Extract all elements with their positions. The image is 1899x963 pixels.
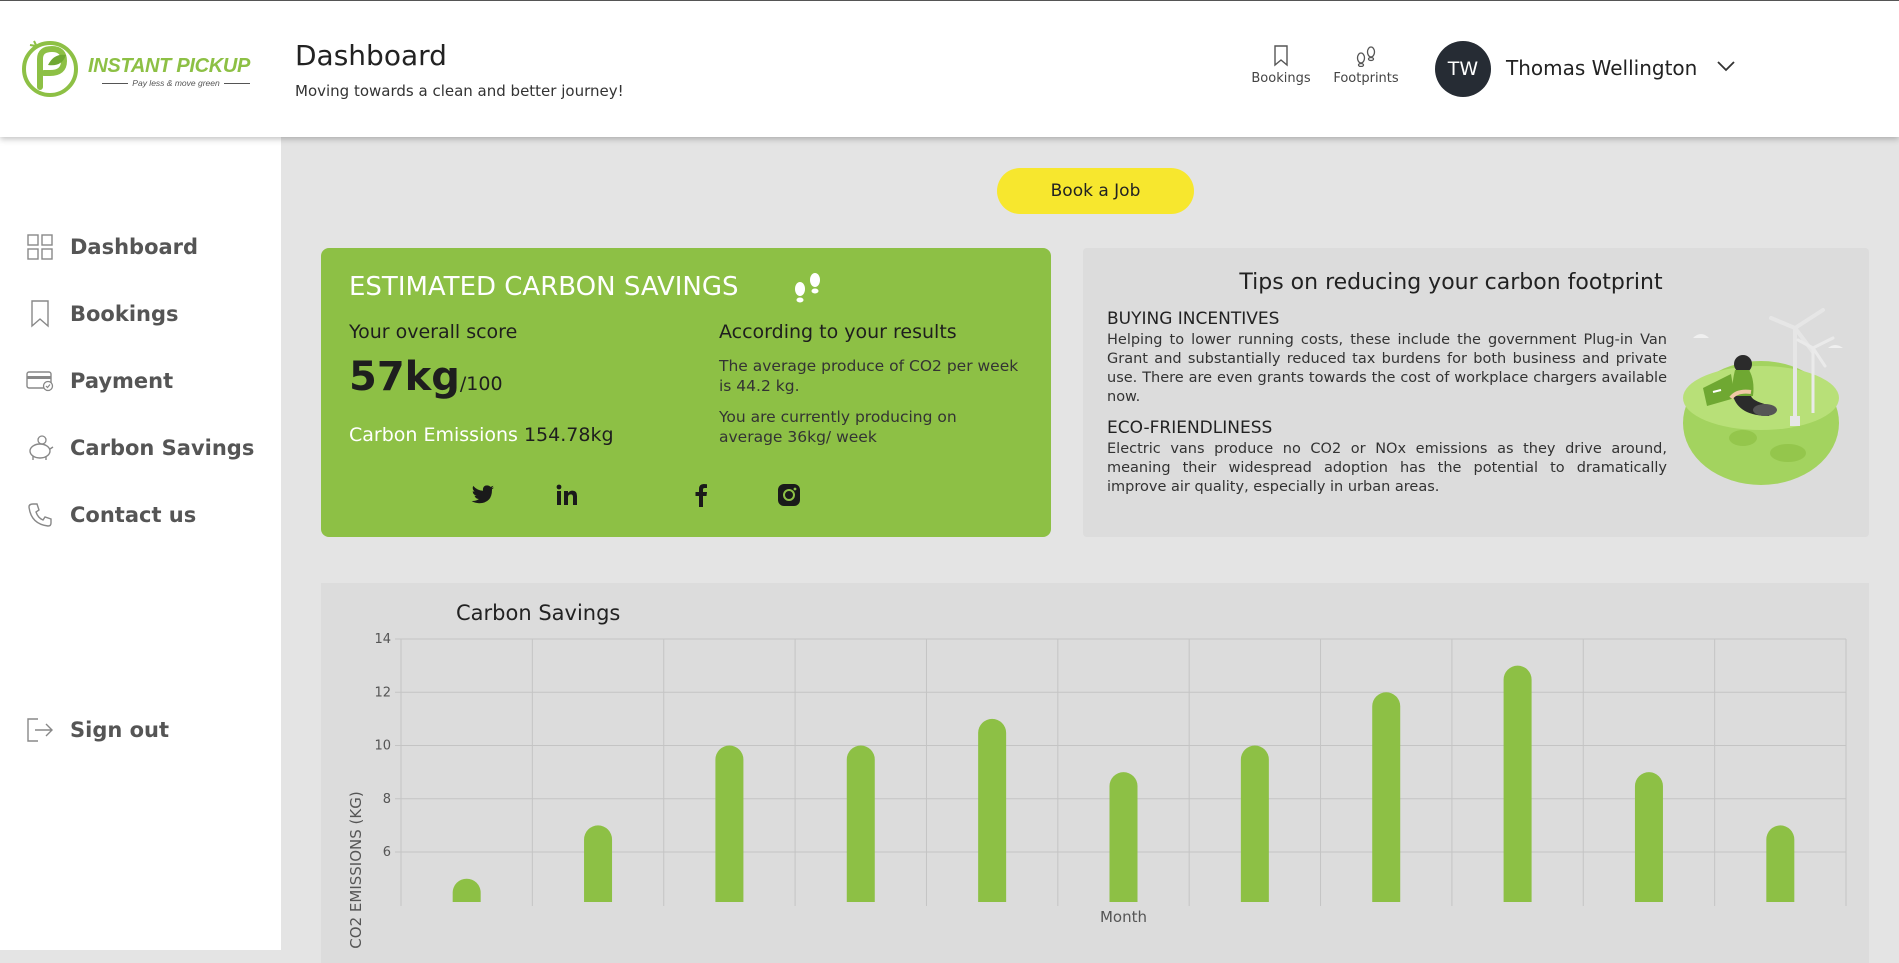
carbon-savings-card: ESTIMATED CARBON SAVINGS Your overall sc… — [321, 248, 1051, 537]
instagram-icon[interactable] — [776, 482, 802, 508]
carbon-savings-chart-card: Carbon Savings 6 8 10 12 14 Month CO2 EMISSION… — [321, 583, 1869, 963]
sidebar-item-label: Dashboard — [70, 235, 199, 259]
sidebar-item-label: Sign out — [70, 718, 170, 742]
results-title: According to your results — [719, 321, 957, 343]
bookmark-icon — [26, 300, 54, 328]
y-tick-label: 8 — [383, 792, 391, 807]
chart-bar — [1240, 745, 1269, 902]
header-link-label: Bookings — [1251, 71, 1311, 86]
y-tick-label: 14 — [374, 632, 391, 647]
sidebar-item-carbon-savings[interactable]: Carbon Savings — [26, 431, 254, 465]
score-value: 57kg/100 — [349, 354, 503, 400]
sidebar-item-label: Contact us — [70, 503, 197, 527]
chart-bar — [978, 718, 1007, 902]
chart-bar — [452, 878, 481, 902]
footprints-icon — [795, 273, 820, 303]
y-tick-label: 10 — [374, 739, 391, 754]
results-average: The average produce of CO2 per week is 4… — [719, 357, 1019, 395]
carbon-savings-chart: 6 8 10 12 14 Month CO2 EMISSIONS (KG) — [347, 632, 1847, 949]
y-axis-label: CO2 EMISSIONS (KG) — [347, 791, 365, 948]
sidebar-item-bookings[interactable]: Bookings — [26, 297, 179, 331]
twitter-icon[interactable] — [470, 482, 496, 508]
book-a-job-button[interactable]: Book a Job — [997, 168, 1194, 214]
user-name[interactable]: Thomas Wellington — [1506, 56, 1698, 80]
score-label: Your overall score — [349, 321, 518, 343]
tips-title: Tips on reducing your carbon footprint — [1239, 270, 1663, 295]
credit-card-icon — [26, 367, 54, 395]
logo-leaf-icon — [22, 40, 78, 97]
page-subtitle: Moving towards a clean and better journe… — [295, 82, 624, 100]
top-header: INSTANT PICKUP Pay less & move green Das… — [0, 0, 1899, 137]
chart-bar — [584, 825, 613, 902]
eco-illustration — [1683, 308, 1843, 485]
results-current: You are currently producing on average 3… — [719, 408, 957, 446]
brand-logo[interactable]: INSTANT PICKUP Pay less & move green — [20, 35, 250, 99]
emissions-value: 154.78kg — [523, 424, 614, 446]
savings-title: ESTIMATED CARBON SAVINGS — [349, 272, 739, 302]
brand-tagline: Pay less & move green — [88, 78, 264, 88]
sidebar-item-label: Bookings — [70, 302, 179, 326]
header-link-footprints[interactable]: Footprints — [1328, 45, 1404, 86]
chart-title: Carbon Savings — [456, 601, 621, 625]
chart-bar — [846, 745, 875, 902]
tips-text-incentives: Helping to lower running costs, these in… — [1107, 332, 1667, 405]
sidebar-item-label: Payment — [70, 369, 174, 393]
tips-card: Tips on reducing your carbon footprint B… — [1083, 248, 1869, 537]
bookmark-icon — [1274, 45, 1288, 67]
header-link-label: Footprints — [1333, 71, 1399, 86]
x-axis-label: Month — [1100, 908, 1147, 926]
brand-name: INSTANT PICKUP — [88, 55, 251, 77]
piggy-bank-icon — [26, 434, 54, 462]
tips-heading-incentives: BUYING INCENTIVES — [1107, 309, 1280, 329]
sidebar-item-contact-us[interactable]: Contact us — [26, 498, 196, 532]
y-tick-label: 6 — [383, 845, 391, 860]
carbon-emissions: Carbon Emissions 154.78kg — [349, 424, 614, 446]
header-link-bookings[interactable]: Bookings — [1246, 45, 1316, 86]
sign-out-button[interactable]: Sign out — [26, 713, 169, 747]
y-tick-label: 12 — [374, 685, 391, 700]
sign-out-icon — [26, 716, 54, 744]
phone-icon — [26, 501, 54, 529]
sidebar: Dashboard Bookings Payment — [0, 136, 281, 950]
facebook-icon[interactable] — [688, 482, 714, 508]
tips-text-eco: Electric vans produce no CO2 or NOx emis… — [1107, 441, 1667, 495]
score-number: 57kg — [349, 354, 460, 400]
score-max: /100 — [459, 373, 503, 395]
avatar[interactable]: TW — [1435, 41, 1491, 97]
sidebar-item-payment[interactable]: Payment — [26, 364, 173, 398]
chevron-down-icon[interactable] — [1716, 59, 1736, 73]
linkedin-icon[interactable] — [554, 482, 580, 508]
chart-bar — [1109, 772, 1138, 902]
tips-heading-eco: ECO-FRIENDLINESS — [1107, 418, 1273, 438]
grid-icon — [26, 233, 54, 261]
chart-bar — [1634, 772, 1663, 902]
chart-bar — [1766, 825, 1795, 902]
chart-bar — [1372, 692, 1401, 902]
sidebar-item-label: Carbon Savings — [70, 436, 255, 460]
chart-bar — [1503, 665, 1532, 902]
footprints-icon — [1356, 46, 1376, 67]
page-title: Dashboard — [295, 39, 447, 72]
sidebar-item-dashboard[interactable]: Dashboard — [26, 230, 198, 264]
chart-bar — [715, 745, 744, 902]
emissions-label: Carbon Emissions — [349, 424, 518, 446]
